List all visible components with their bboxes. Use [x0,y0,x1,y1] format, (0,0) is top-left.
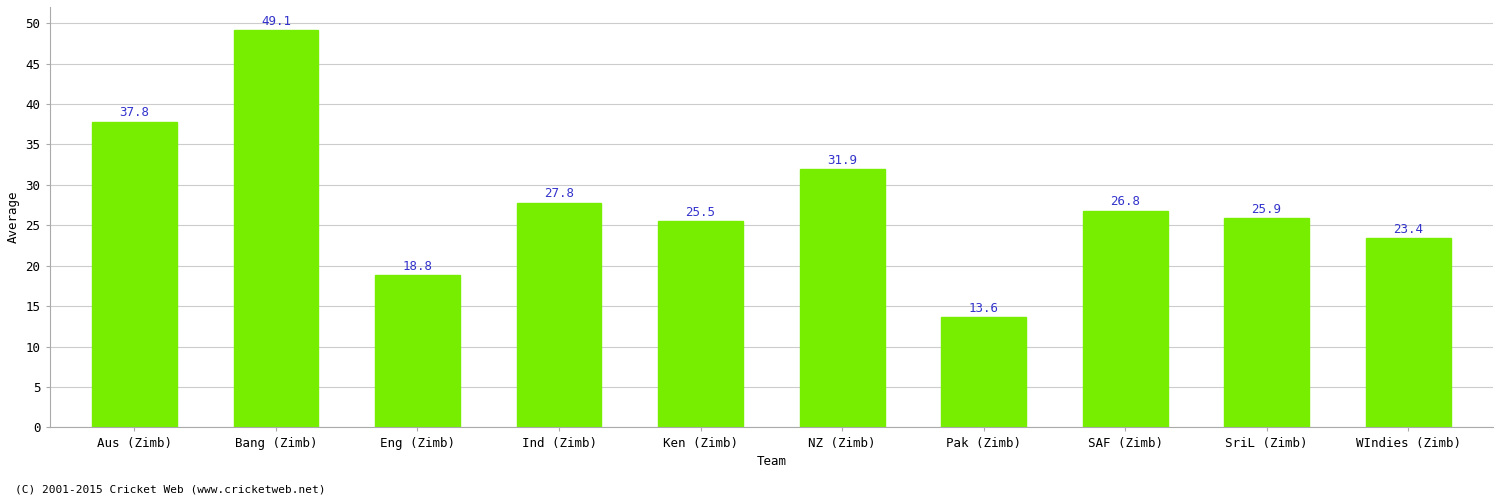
Bar [800,170,885,428]
Bar [516,202,602,428]
Bar [1224,218,1310,428]
Bar [375,276,460,428]
Text: 18.8: 18.8 [402,260,432,273]
X-axis label: Team: Team [756,455,786,468]
Text: 49.1: 49.1 [261,15,291,28]
Text: (C) 2001-2015 Cricket Web (www.cricketweb.net): (C) 2001-2015 Cricket Web (www.cricketwe… [15,485,326,495]
Text: 25.5: 25.5 [686,206,716,219]
Text: 27.8: 27.8 [544,187,574,200]
Text: 31.9: 31.9 [827,154,856,167]
Y-axis label: Average: Average [8,191,20,244]
Bar [234,30,318,428]
Text: 26.8: 26.8 [1110,196,1140,208]
Bar [92,122,177,428]
Bar [1365,238,1450,428]
Text: 23.4: 23.4 [1394,223,1423,236]
Bar [1083,210,1167,428]
Bar [658,222,742,428]
Bar [940,318,1026,428]
Text: 25.9: 25.9 [1251,202,1281,215]
Text: 13.6: 13.6 [969,302,999,315]
Text: 37.8: 37.8 [120,106,150,120]
